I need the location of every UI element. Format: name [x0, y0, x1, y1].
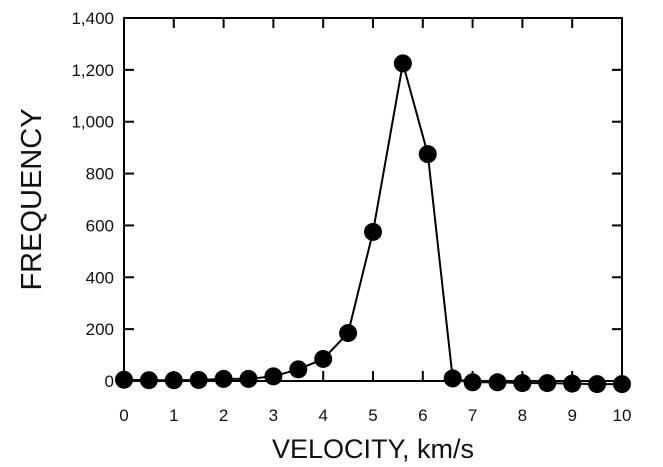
ticks	[123, 17, 623, 382]
data-point	[488, 373, 507, 392]
data-point	[393, 54, 412, 73]
y-axis-title: FREQUENCY	[16, 108, 48, 290]
y-tick-label: 600	[86, 216, 114, 235]
data-point	[139, 371, 158, 390]
data-point	[189, 370, 208, 389]
data-point	[613, 375, 631, 394]
data-point	[289, 360, 308, 379]
data-point	[314, 349, 333, 368]
data-point	[214, 369, 233, 388]
x-tick-label: 7	[468, 406, 477, 425]
data-point	[239, 369, 258, 388]
data-point	[364, 222, 382, 241]
x-tick-label: 0	[119, 406, 128, 425]
data-point	[443, 369, 462, 388]
data-point	[418, 145, 437, 164]
data-point	[164, 371, 183, 390]
data-point	[115, 370, 133, 389]
plot-frame	[123, 17, 623, 382]
data-point	[339, 324, 358, 343]
data-point	[588, 375, 607, 394]
data-markers	[115, 54, 631, 394]
y-tick-label: 400	[86, 268, 114, 287]
y-tick-label: 1,400	[71, 9, 114, 28]
x-tick-label: 1	[169, 406, 178, 425]
x-tick-label: 8	[518, 406, 527, 425]
y-tick-label: 0	[105, 372, 114, 391]
x-tick-label: 9	[567, 406, 576, 425]
x-tick-label: 3	[269, 406, 278, 425]
tick-labels: 0 1 2 3 4 5 6 7 8 9 10 0 200 400 600 800 1,000 1,200 1,400	[71, 9, 631, 425]
data-point	[513, 374, 532, 393]
y-tick-label: 1,000	[71, 113, 114, 132]
x-tick-label: 5	[368, 406, 377, 425]
x-tick-label: 4	[318, 406, 327, 425]
data-point	[463, 373, 482, 392]
axes	[123, 17, 623, 382]
y-tick-label: 200	[86, 320, 114, 339]
data-point	[264, 367, 283, 386]
x-axis-title: VELOCITY, km/s	[272, 434, 474, 464]
x-tick-label: 10	[613, 406, 632, 425]
x-tick-label: 2	[219, 406, 228, 425]
y-tick-label: 1,200	[71, 61, 114, 80]
data-point	[538, 374, 557, 393]
x-tick-label: 6	[418, 406, 427, 425]
y-tick-label: 800	[86, 165, 114, 184]
data-point	[563, 374, 582, 393]
